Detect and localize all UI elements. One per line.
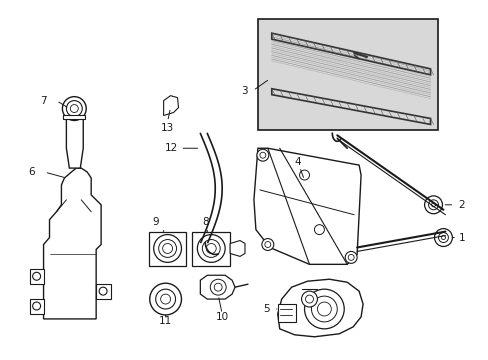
Circle shape (163, 243, 172, 253)
Text: 10: 10 (215, 312, 228, 322)
Text: 6: 6 (28, 167, 35, 177)
Circle shape (206, 243, 216, 253)
Circle shape (153, 235, 181, 262)
Circle shape (427, 200, 438, 210)
Circle shape (441, 235, 445, 239)
Text: 11: 11 (159, 316, 172, 326)
Circle shape (158, 239, 176, 257)
Circle shape (305, 295, 313, 303)
Polygon shape (66, 118, 83, 168)
Polygon shape (43, 168, 101, 319)
Circle shape (33, 272, 41, 280)
Circle shape (99, 287, 107, 295)
Circle shape (256, 149, 268, 161)
Circle shape (431, 203, 435, 207)
Circle shape (264, 242, 270, 247)
Bar (63, 114, 85, 120)
Polygon shape (277, 279, 362, 337)
Circle shape (299, 170, 309, 180)
Circle shape (149, 283, 181, 315)
Circle shape (424, 196, 442, 214)
Circle shape (62, 96, 86, 121)
Bar (192, 231, 230, 266)
Circle shape (259, 152, 265, 158)
Polygon shape (200, 275, 235, 299)
Circle shape (434, 229, 451, 247)
Circle shape (301, 291, 317, 307)
Bar (277, 304, 295, 322)
Polygon shape (30, 299, 43, 314)
Text: 4: 4 (294, 157, 300, 167)
Circle shape (197, 235, 224, 262)
Text: 5: 5 (263, 304, 269, 314)
Circle shape (214, 283, 222, 291)
Circle shape (70, 105, 78, 113)
Polygon shape (30, 269, 43, 284)
Polygon shape (253, 148, 360, 264)
Polygon shape (230, 240, 244, 256)
Circle shape (314, 225, 324, 235)
Circle shape (317, 302, 331, 316)
Circle shape (155, 289, 175, 309)
Text: 7: 7 (40, 96, 46, 105)
Text: 1: 1 (457, 233, 464, 243)
Circle shape (347, 255, 353, 260)
Polygon shape (96, 284, 111, 299)
Polygon shape (163, 96, 178, 116)
Circle shape (304, 289, 344, 329)
Text: 12: 12 (165, 143, 178, 153)
Text: 3: 3 (241, 86, 247, 96)
Circle shape (33, 302, 41, 310)
Circle shape (345, 251, 356, 264)
Circle shape (438, 233, 447, 243)
Bar (148, 231, 186, 266)
Text: 8: 8 (202, 217, 208, 227)
Text: 2: 2 (457, 200, 464, 210)
Circle shape (262, 239, 273, 251)
Text: 9: 9 (152, 217, 159, 227)
Bar (257, 19, 438, 130)
Circle shape (210, 279, 225, 295)
Circle shape (311, 296, 337, 322)
Circle shape (202, 239, 220, 257)
Text: 13: 13 (161, 123, 174, 134)
Circle shape (161, 294, 170, 304)
Circle shape (66, 100, 82, 117)
